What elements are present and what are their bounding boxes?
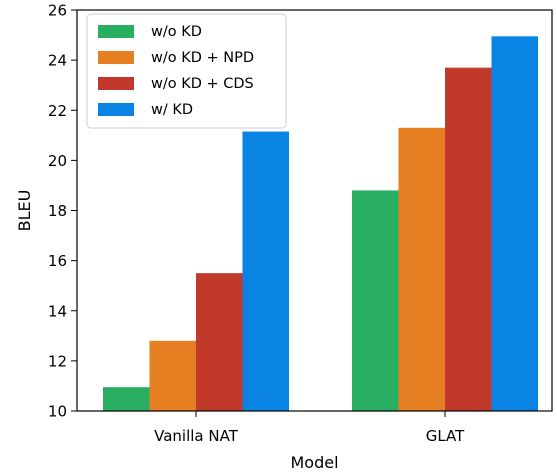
legend-swatch	[98, 25, 134, 38]
legend: w/o KD w/o KD + NPD w/o KD + CDS w/ KD	[86, 13, 287, 129]
legend-label: w/ KD	[151, 102, 193, 118]
y-tick-label: 22	[48, 102, 67, 120]
y-tick-label: 10	[48, 403, 67, 421]
y-tick-label: 12	[48, 352, 67, 370]
legend-swatch	[98, 77, 134, 90]
bar-w-o-kd-0	[103, 387, 150, 411]
legend-swatch	[98, 51, 134, 64]
y-tick-label: 20	[48, 152, 67, 170]
y-tick-label: 16	[48, 252, 67, 270]
x-axis: Vanilla NAT GLAT	[154, 411, 465, 445]
y-tick-label: 24	[48, 52, 67, 70]
bar-w-kd-0	[242, 131, 289, 411]
y-tick-label: 14	[48, 302, 67, 320]
y-axis-label: BLEU	[15, 190, 34, 232]
y-axis: 10 12 14 16 18 20 22 24 26	[48, 2, 77, 421]
x-tick-label: GLAT	[426, 427, 465, 445]
legend-label: w/o KD + NPD	[151, 50, 254, 66]
bar-w-o-kd-1	[352, 190, 399, 411]
x-tick-label: Vanilla NAT	[154, 427, 239, 445]
bar-w-kd-1	[491, 36, 538, 412]
x-axis-label: Model	[290, 453, 338, 472]
bar-w-o-kd-npd-1	[398, 127, 445, 411]
legend-label: w/o KD	[151, 24, 202, 40]
legend-swatch	[98, 103, 134, 116]
bar-w-o-kd-cds-0	[196, 273, 243, 411]
bars-group	[103, 36, 538, 412]
y-tick-label: 18	[48, 202, 67, 220]
legend-box	[86, 13, 287, 129]
bar-w-o-kd-cds-1	[445, 67, 492, 412]
y-tick-label: 26	[48, 2, 67, 20]
legend-label: w/o KD + CDS	[151, 76, 254, 92]
bar-w-o-kd-npd-0	[149, 340, 196, 411]
